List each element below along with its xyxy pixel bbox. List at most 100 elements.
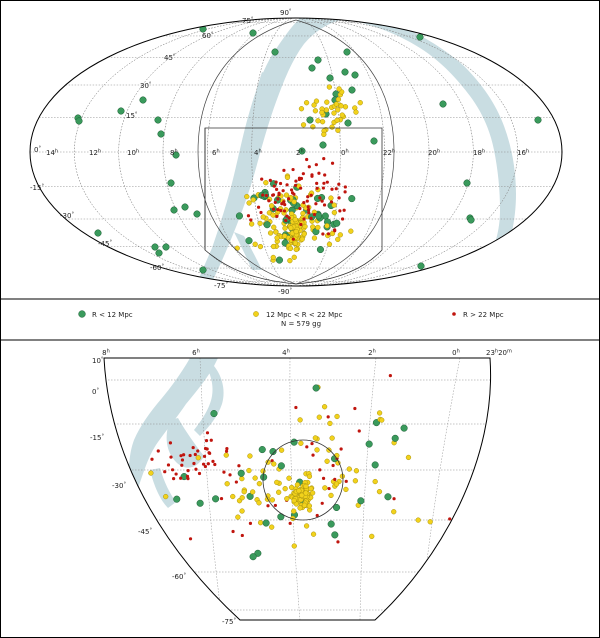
galaxy-point-mid (269, 524, 275, 530)
galaxy-point-mid (353, 468, 360, 474)
galaxy-point-far (246, 214, 251, 218)
galaxy-point-far (197, 471, 202, 476)
galaxy-point-mid (286, 475, 292, 481)
galaxy-point-mid (335, 96, 342, 103)
galaxy-point-mid (296, 488, 302, 494)
galaxy-point-far (311, 453, 315, 457)
top-ra-label-unit: h (174, 149, 177, 155)
galaxy-point-near (75, 117, 83, 125)
galaxy-point-far (213, 462, 217, 467)
galaxy-point-near (370, 137, 378, 145)
galaxy-point-mid (335, 107, 341, 113)
top-dec-label-unit: ° (173, 54, 176, 60)
bottom-meridian (419, 358, 461, 620)
top-ra-label-unit: h (216, 149, 219, 155)
galaxy-point-near (308, 64, 316, 72)
galaxy-point-far (344, 479, 348, 483)
galaxy-point-near (249, 29, 257, 37)
bottom-ra-label-unit: h (197, 349, 200, 355)
galaxy-point-near (269, 448, 277, 456)
galaxy-point-mid (303, 483, 309, 490)
galaxy-point-far (318, 468, 322, 472)
galaxy-point-mid (322, 485, 328, 491)
all-sky-map: 14h 12h 10h 8h 6h 4h 2h 0h 22h 20h 18h 16h 90° 75° 60… (29, 9, 563, 297)
galaxy-point-mid (293, 246, 299, 253)
galaxy-point-near (245, 237, 253, 245)
bottom-dec-label: -60° (172, 573, 186, 582)
galaxy-point-mid (291, 254, 297, 260)
galaxy-point-far (150, 457, 154, 461)
galaxy-point-far (196, 449, 200, 453)
legend: R < 12 Mpc 12 Mpc < R < 22 Mpc N = 579 g… (78, 310, 504, 328)
galaxy-point-far (342, 208, 346, 212)
galaxy-point-far (322, 181, 326, 185)
galaxy-point-far (327, 486, 331, 491)
galaxy-point-mid (328, 195, 334, 201)
galaxy-point-near (357, 497, 365, 505)
galaxy-point-far (322, 203, 327, 207)
galaxy-point-mid (357, 100, 363, 106)
galaxy-point-far (192, 461, 196, 466)
galaxy-point-near (417, 262, 425, 270)
galaxy-point-far (392, 497, 396, 501)
galaxy-point-far (291, 167, 295, 172)
legend-far-label: R > 22 Mpc (463, 311, 504, 319)
top-dec-label-unit: ° (225, 282, 228, 288)
galaxy-point-mid (291, 508, 297, 514)
top-dec-label: 0° (34, 146, 41, 155)
galaxy-point-mid (326, 84, 333, 90)
galaxy-point-near (277, 462, 285, 470)
bottom-dec-label-unit: ° (149, 528, 152, 534)
bottom-dec-label-unit: ° (123, 482, 126, 488)
galaxy-point-far (259, 210, 263, 215)
galaxy-point-far (219, 496, 224, 501)
legend-near-label: R < 12 Mpc (92, 311, 133, 319)
galaxy-point-near (196, 499, 204, 507)
galaxy-point-mid (244, 193, 250, 200)
galaxy-point-near (117, 107, 125, 115)
galaxy-point-mid (327, 420, 333, 427)
galaxy-point-far (193, 452, 197, 457)
galaxy-point-mid (308, 485, 314, 492)
galaxy-point-far (448, 517, 452, 521)
galaxy-point-far (180, 463, 184, 467)
galaxy-point-mid (284, 174, 291, 181)
galaxy-point-mid (283, 192, 290, 198)
galaxy-point-far (170, 468, 175, 472)
galaxy-point-far (357, 429, 361, 433)
galaxy-point-mid (291, 497, 297, 504)
galaxy-point-far (273, 503, 277, 508)
galaxy-point-mid (273, 229, 279, 235)
galaxy-point-far (299, 186, 303, 190)
galaxy-point-far (326, 232, 331, 236)
galaxy-point-far (333, 228, 337, 232)
galaxy-point-far (333, 477, 337, 481)
top-ra-label-unit: h (437, 149, 440, 155)
sky-outline (29, 17, 563, 287)
galaxy-point-far (256, 205, 261, 209)
galaxy-point-mid (323, 107, 330, 113)
galaxy-point-far (168, 441, 173, 445)
galaxy-point-mid (260, 214, 266, 220)
galaxy-point-near (167, 179, 175, 187)
galaxy-point-far (222, 470, 226, 474)
galaxy-point-far (287, 216, 291, 220)
galaxy-point-near (344, 119, 352, 127)
galaxy-point-mid (324, 223, 330, 229)
galaxy-point-far (321, 232, 325, 236)
galaxy-point-mid (346, 466, 352, 472)
top-ra-label: 22h (383, 149, 395, 158)
galaxy-point-mid (297, 505, 303, 511)
galaxy-point-mid (250, 197, 256, 203)
galaxy-point-far (185, 474, 190, 479)
galaxy-point-far (287, 197, 291, 201)
galaxy-point-mid (303, 523, 310, 529)
top-dec-label: -90° (278, 288, 292, 297)
galaxy-point-far (209, 438, 213, 442)
galaxy-point-mid (269, 497, 276, 503)
galaxy-point-mid (324, 99, 330, 105)
galaxy-point-near (316, 245, 324, 254)
bottom-dec-label-unit: ° (101, 357, 104, 363)
top-ra-labels: 14h 12h 10h 8h 6h 4h 2h 0h 22h 20h 18h 16h (46, 149, 529, 158)
